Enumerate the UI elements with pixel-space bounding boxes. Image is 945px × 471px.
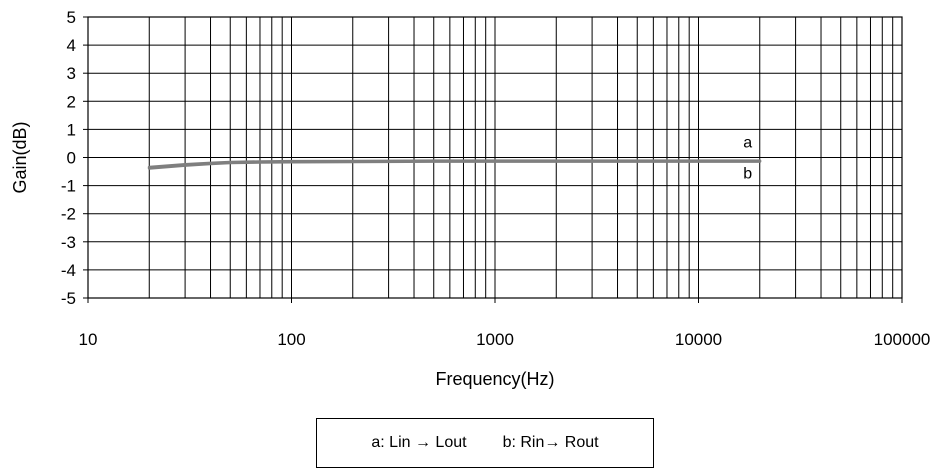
y-tick-label: -1 [61,177,76,196]
y-tick-label: -4 [61,261,76,280]
series-group [147,159,762,170]
y-tick-label: 1 [67,120,76,139]
y-tick-label: 0 [67,149,76,168]
y-tick-label: -5 [61,289,76,308]
legend-entry-a: a: Lin → Lout [371,434,467,451]
x-tick-label: 100 [277,330,305,349]
y-tick-label: 4 [67,36,76,55]
x-tick-label: 100000 [874,330,931,349]
x-tick-label: 10 [79,330,98,349]
y-tick-label: -3 [61,233,76,252]
curve-label-a: a [743,135,752,152]
legend-entry-b: b: Rin→ Rout [502,434,599,451]
legend: a: Lin → Lout b: Rin→ Rout [316,418,654,468]
y-tick-label: 3 [67,64,76,83]
x-tick-label: 10000 [675,330,722,349]
x-axis-title: Frequency(Hz) [435,369,554,389]
y-tick-label: 2 [67,92,76,111]
series-line-b [147,159,762,170]
y-tick-label: 5 [67,8,76,27]
x-tick-label: 1000 [476,330,514,349]
y-tick-label: -2 [61,205,76,224]
y-axis-title: Gain(dB) [10,121,30,193]
curve-label-b: b [743,166,752,183]
y-tick-labels: 5 4 3 2 1 0 -1 -2 -3 -4 -5 [61,8,76,308]
plot-frame [87,16,903,299]
x-tick-labels: 10 100 1000 10000 100000 [79,330,931,349]
